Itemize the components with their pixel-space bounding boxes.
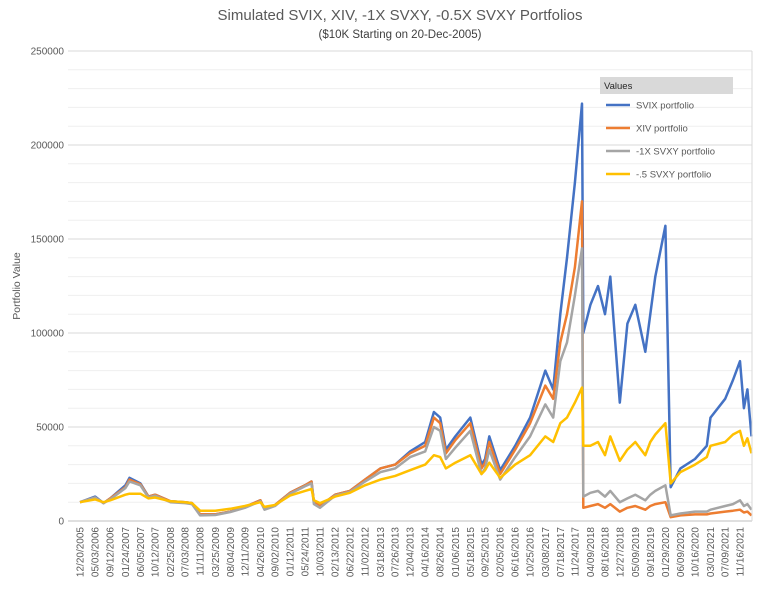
x-tick-label: 01/12/2011 <box>286 527 297 577</box>
x-tick-label: 10/03/2011 <box>316 527 327 577</box>
x-tick-label: 05/24/2011 <box>301 527 312 577</box>
x-tick-label: 05/03/2006 <box>91 527 102 577</box>
x-tick-label: 09/25/2015 <box>481 527 492 577</box>
x-axis-ticks: 12/20/2005 05/03/2006 09/12/2006 01/24/2007… <box>76 527 747 577</box>
x-tick-label: 09/12/2006 <box>106 527 117 577</box>
x-tick-label: 07/09/2021 <box>721 527 732 577</box>
series-line-xiv-portfolio <box>79 200 753 519</box>
x-tick-label: 04/26/2010 <box>256 527 267 577</box>
legend-item-label: -1X SVXY portfolio <box>636 147 715 158</box>
y-tick-label: 150000 <box>31 235 65 246</box>
legend-item-label: -.5 SVXY portfolio <box>636 170 711 181</box>
x-tick-label: 06/05/2007 <box>136 527 147 577</box>
x-tick-label: 05/18/2015 <box>466 527 477 577</box>
legend-item-label: XIV portfolio <box>636 124 688 135</box>
gridlines <box>68 50 752 503</box>
x-tick-label: 11/16/2021 <box>736 527 747 577</box>
x-tick-label: 08/26/2014 <box>436 527 447 577</box>
x-tick-label: 09/18/2019 <box>646 527 657 577</box>
chart-title: Simulated SVIX, XIV, -1X SVXY, -0.5X SVX… <box>218 7 583 24</box>
x-tick-label: 11/02/2012 <box>361 527 372 577</box>
x-tick-label: 01/06/2015 <box>451 527 462 577</box>
y-axis-ticks: 0 50000 100000 150000 200000 250000 <box>31 47 65 528</box>
x-tick-label: 06/16/2016 <box>511 527 522 577</box>
x-tick-label: 04/09/2018 <box>586 527 597 577</box>
x-tick-label: 02/05/2016 <box>496 527 507 577</box>
y-tick-label: 250000 <box>31 47 65 58</box>
series-line--5-svxy-portfolio <box>79 386 753 512</box>
x-tick-label: 06/22/2012 <box>345 527 356 577</box>
x-tick-label: 03/25/2009 <box>211 527 222 577</box>
legend-header <box>600 77 733 94</box>
x-tick-label: 11/11/2008 <box>196 527 207 576</box>
x-tick-label: 07/03/2008 <box>181 527 192 577</box>
x-tick-label: 03/01/2021 <box>706 527 717 577</box>
x-tick-label: 07/18/2017 <box>556 527 567 577</box>
series-lines <box>79 102 753 519</box>
x-tick-label: 12/11/2009 <box>240 527 251 577</box>
series-line-svix-portfolio <box>79 102 753 516</box>
x-tick-label: 10/25/2016 <box>526 527 537 577</box>
x-tick-label: 08/04/2009 <box>226 527 237 577</box>
chart-subtitle: ($10K Starting on 20-Dec-2005) <box>318 29 481 41</box>
x-tick-label: 04/16/2014 <box>421 527 432 577</box>
x-tick-label: 11/24/2017 <box>570 527 581 577</box>
x-tick-label: 01/24/2007 <box>121 527 132 577</box>
y-tick-label: 0 <box>58 517 64 528</box>
legend-item-label: SVIX portfolio <box>636 101 694 112</box>
legend: Values SVIX portfolio XIV portfolio -1X SV… <box>600 77 733 181</box>
series-line--1x-svxy-portfolio <box>79 247 753 517</box>
x-tick-label: 10/16/2020 <box>691 527 702 577</box>
x-tick-label: 12/20/2005 <box>76 527 87 577</box>
legend-title: Values <box>604 81 633 92</box>
x-tick-label: 12/04/2013 <box>406 527 417 577</box>
x-tick-label: 02/25/2008 <box>166 527 177 577</box>
x-tick-label: 06/09/2020 <box>676 527 687 577</box>
x-tick-label: 01/29/2020 <box>661 527 672 577</box>
y-tick-label: 200000 <box>31 141 65 152</box>
x-tick-label: 05/09/2019 <box>631 527 642 577</box>
y-tick-label: 100000 <box>31 329 65 340</box>
x-tick-label: 10/12/2007 <box>151 527 162 577</box>
x-tick-label: 07/26/2013 <box>391 527 402 577</box>
x-tick-label: 02/13/2012 <box>331 527 342 577</box>
x-tick-label: 03/08/2017 <box>541 527 552 577</box>
x-tick-label: 12/27/2018 <box>616 527 627 577</box>
x-tick-label: 09/02/2010 <box>271 527 282 577</box>
x-tick-label: 08/16/2018 <box>601 527 612 577</box>
x-tick-label: 03/18/2013 <box>376 527 387 577</box>
y-tick-label: 50000 <box>36 423 64 434</box>
y-axis-title: Portfolio Value <box>11 252 23 320</box>
